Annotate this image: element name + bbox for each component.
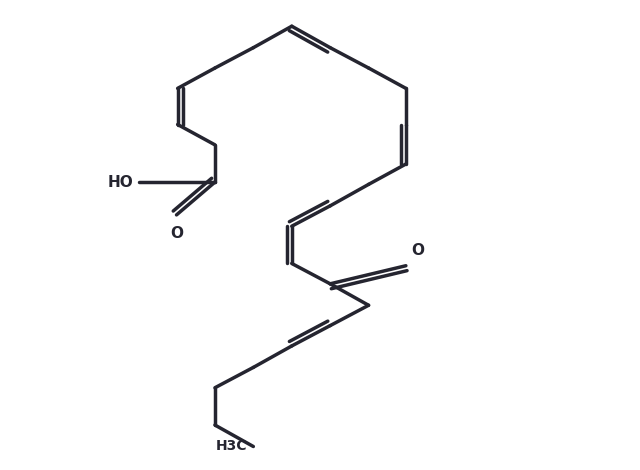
Text: HO: HO <box>108 175 134 189</box>
Text: H3C: H3C <box>216 439 248 454</box>
Text: O: O <box>170 226 183 241</box>
Text: O: O <box>412 243 425 258</box>
